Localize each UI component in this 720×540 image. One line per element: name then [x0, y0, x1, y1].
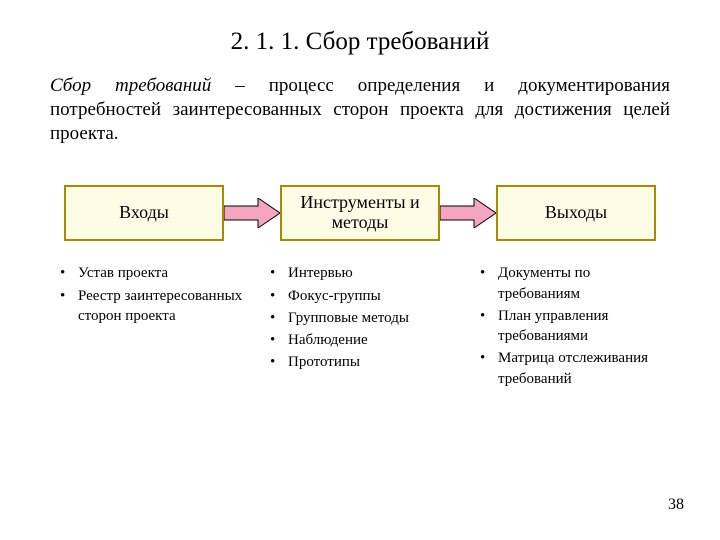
list-inputs: Устав проекта Реестр заинтересованных ст… — [54, 263, 246, 391]
arrow-icon — [224, 198, 280, 228]
process-flow: Входы Инструменты и методы Выходы — [50, 185, 670, 241]
list-item: Реестр заинтересованных сторон проекта — [54, 286, 246, 327]
list-item: Документы по требованиям — [474, 263, 666, 304]
list-item: Наблюдение — [264, 330, 456, 350]
arrow-icon — [440, 198, 496, 228]
page-number: 38 — [668, 496, 684, 514]
list-item: Фокус-группы — [264, 286, 456, 306]
list-item: Групповые методы — [264, 308, 456, 328]
stage-tools: Инструменты и методы — [280, 185, 440, 241]
list-item: Устав проекта — [54, 263, 246, 283]
list-outputs: Документы по требованиям План управления… — [474, 263, 666, 391]
slide-title: 2. 1. 1. Сбор требований — [50, 28, 670, 56]
lists-row: Устав проекта Реестр заинтересованных ст… — [50, 263, 670, 391]
definition-paragraph: Сбор требований – процесс определения и … — [50, 74, 670, 145]
list-item: Интервью — [264, 263, 456, 283]
list-item: Прототипы — [264, 352, 456, 372]
definition-term: Сбор требований — [50, 75, 211, 96]
list-item: План управления требованиями — [474, 306, 666, 347]
arrow-1 — [224, 198, 280, 228]
list-tools: Интервью Фокус-группы Групповые методы Н… — [264, 263, 456, 391]
arrow-2 — [440, 198, 496, 228]
stage-inputs: Входы — [64, 185, 224, 241]
list-item: Матрица отслеживания требований — [474, 348, 666, 389]
stage-outputs: Выходы — [496, 185, 656, 241]
